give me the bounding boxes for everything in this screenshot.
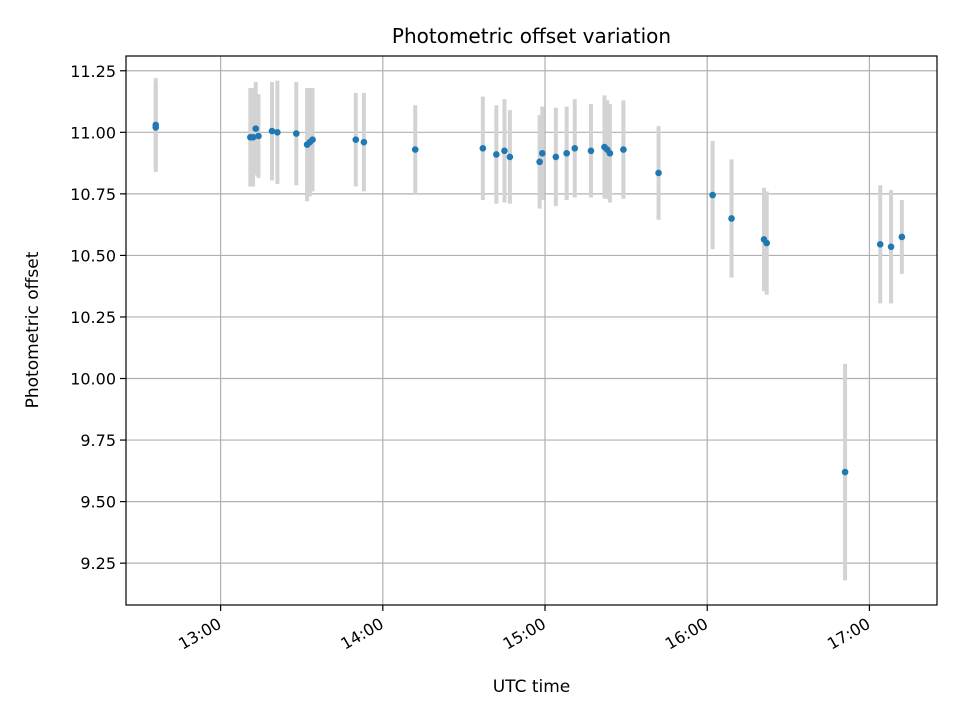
y-tick-label: 10.25 [70,308,116,327]
x-axis-title: UTC time [493,677,571,697]
data-point [887,243,895,251]
data-point [563,149,570,157]
data-point [506,153,514,161]
data-point [763,239,770,247]
data-point [620,146,627,153]
plot-frame [125,55,938,606]
data-point [876,241,884,248]
y-tick-label: 10.50 [70,246,116,265]
data-point [898,233,906,241]
y-axis-title: Photometric offset [23,251,43,408]
y-tick-label: 11.00 [70,123,116,142]
data-point [841,468,849,476]
data-point [309,136,316,144]
data-point [539,149,546,157]
data-point [501,147,508,155]
data-point [293,130,300,137]
data-point [360,138,368,146]
data-point [552,153,560,161]
data-point [493,151,500,158]
data-point [252,125,260,132]
data-point [152,124,160,131]
data-point [728,215,735,222]
data-point [587,147,595,155]
chart-title: Photometric offset variation [392,24,671,48]
y-tick-label: 11.25 [70,62,116,81]
data-point [268,127,276,135]
data-point [655,169,662,177]
data-points [152,121,906,476]
data-point [709,191,716,199]
y-tick-label: 10.75 [70,185,116,204]
data-point [571,145,579,152]
data-point [411,146,419,153]
data-point [255,132,262,140]
y-tick-label: 9.50 [80,493,116,512]
data-point [249,133,257,141]
data-point [352,136,360,144]
data-point [606,149,614,157]
y-axis: 9.25 9.50 9.75 10.00 10.25 10.50 10.75 11.00 11.… [70,62,126,573]
y-tick-label: 9.25 [80,554,116,573]
data-point [274,129,281,136]
y-tick-label: 9.75 [80,431,116,450]
data-point [536,158,543,166]
grid [126,56,937,605]
data-point [479,145,487,152]
y-tick-label: 10.00 [70,370,116,389]
